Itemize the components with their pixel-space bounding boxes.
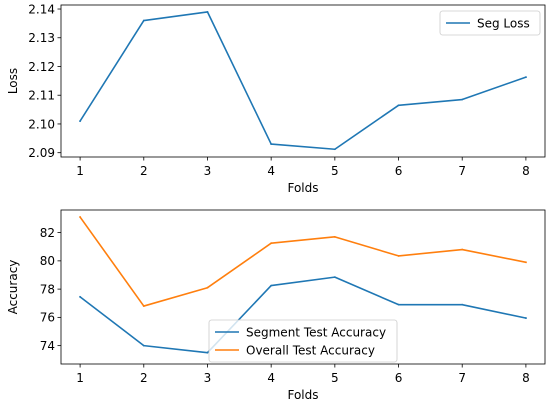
y-tick-label: 82 [40, 226, 55, 240]
series-line-1 [79, 11, 527, 151]
y-tick-label: 78 [40, 282, 55, 296]
legend: Seg Loss [439, 10, 541, 36]
data-point [270, 143, 273, 145]
series-line-2 [78, 215, 527, 307]
plot-frame [60, 4, 546, 158]
y-tick-label: 80 [40, 254, 55, 268]
y-tick-label: 2.09 [28, 146, 55, 160]
data-point [270, 242, 273, 245]
x-tick-label: 1 [76, 371, 84, 385]
x-tick-label: 4 [267, 371, 275, 385]
data-point [333, 235, 336, 238]
x-tick-label: 3 [204, 371, 212, 385]
data-point [461, 98, 464, 101]
data-point [206, 11, 209, 13]
data-point [524, 76, 527, 79]
legend-box [208, 319, 398, 363]
data-point [397, 303, 400, 306]
data-point [333, 276, 336, 279]
data-point [79, 120, 82, 122]
data-point [333, 148, 336, 151]
data-point [270, 284, 273, 287]
data-point [79, 295, 82, 298]
legend-label: Segment Test Accuracy [246, 325, 386, 339]
data-point [206, 351, 209, 354]
x-tick-label: 6 [395, 164, 403, 178]
data-point [461, 248, 464, 251]
legend-box [439, 10, 541, 36]
y-tick-label: 74 [40, 339, 55, 353]
x-tick-label: 5 [331, 164, 339, 178]
y-tick-label: 2.12 [28, 60, 55, 74]
x-axis-label: Folds [287, 388, 318, 402]
y-tick-label: 2.10 [28, 117, 55, 131]
data-point [524, 317, 527, 319]
x-tick-label: 8 [522, 371, 530, 385]
x-tick-label: 2 [140, 371, 148, 385]
data-point [397, 104, 400, 107]
x-tick-label: 1 [76, 164, 84, 178]
x-tick-label: 3 [204, 164, 212, 178]
legend: Segment Test Accuracy Overall Test Accura… [208, 319, 398, 363]
x-tick-label: 6 [395, 371, 403, 385]
legend-label: Seg Loss [477, 16, 530, 30]
x-axis-label: Folds [287, 181, 318, 195]
data-point [524, 261, 527, 264]
loss-chart: 1 2 3 4 5 6 7 8 2.09 2.10 2.11 2.12 2.13 2.14 Folds Los… [6, 2, 546, 195]
data-point [142, 344, 145, 347]
data-point [142, 305, 145, 307]
x-tick-label: 2 [140, 164, 148, 178]
data-point [206, 286, 209, 289]
legend-label: Overall Test Accuracy [246, 343, 375, 357]
series-line-1 [78, 276, 527, 354]
x-tick-label: 5 [331, 371, 339, 385]
y-axis-label: Accuracy [6, 260, 20, 315]
y-tick-label: 2.13 [28, 31, 55, 45]
y-tick-label: 2.14 [28, 2, 55, 16]
x-tick-label: 7 [458, 164, 466, 178]
plot-frame [60, 209, 546, 365]
data-point [142, 19, 145, 22]
x-tick-label: 7 [458, 371, 466, 385]
data-point [461, 303, 464, 306]
x-tick-label: 4 [267, 164, 275, 178]
y-tick-label: 76 [40, 311, 55, 325]
x-tick-label: 8 [522, 164, 530, 178]
data-point [397, 255, 400, 257]
y-axis-label: Loss [6, 68, 20, 94]
y-tick-label: 2.11 [28, 89, 55, 103]
data-point [79, 216, 82, 218]
